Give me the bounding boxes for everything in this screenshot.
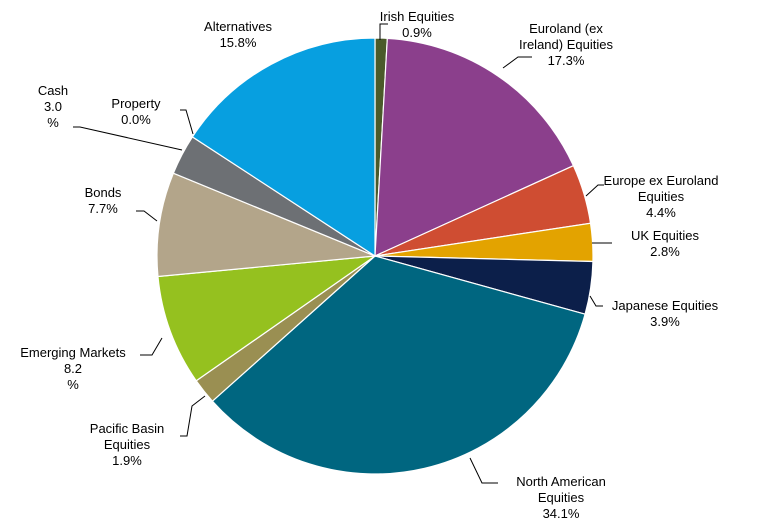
slice-label-line: % (67, 377, 79, 392)
pie-slice-euroland-ex-ireland-equities (374, 37, 575, 257)
slice-label-line: 1.9% (112, 453, 142, 468)
leader-line-irish-equities (379, 23, 388, 40)
slice-label-line: Emerging Markets (20, 345, 126, 360)
leader-line-cash (73, 126, 183, 151)
slice-label-line: 4.4% (646, 205, 676, 220)
pie-slice-emerging-markets (157, 255, 378, 382)
leader-line-emerging-markets (140, 337, 163, 356)
slice-label-europe-ex-euroland-equities: Europe ex Euroland Equities 4.4% (604, 173, 719, 220)
slice-label-line: 7.7% (88, 201, 118, 216)
slice-label-line: 2.8% (650, 244, 680, 259)
slice-label-line: Bonds (85, 185, 122, 200)
slice-label-line: 0.9% (402, 25, 432, 40)
leader-line-north-american-equities (469, 457, 498, 484)
slice-label-euroland-ex-ireland-equities: Euroland (ex Ireland) Equities 17.3% (519, 21, 613, 68)
slice-label-line: 34.1% (543, 506, 580, 521)
pie-slice-alternatives (191, 37, 376, 258)
slice-label-line: Property (111, 96, 161, 111)
slice-label-irish-equities: Irish Equities 0.9% (380, 9, 455, 40)
slice-label-line: Alternatives (204, 19, 272, 34)
slice-label-line: Pacific Basin (90, 421, 164, 436)
slice-label-property: Property 0.0% (111, 96, 161, 127)
slice-label-line: 0.0% (121, 112, 151, 127)
pie-slice-north-american-equities (211, 255, 586, 475)
slice-label-japanese-equities: Japanese Equities 3.9% (612, 298, 719, 329)
leader-line-pacific-basin-equities (180, 395, 206, 437)
slice-label-pacific-basin-equities: Pacific Basin Equities 1.9% (90, 421, 164, 468)
slice-label-line: Cash (38, 83, 68, 98)
slice-label-line: Equities (104, 437, 151, 452)
slice-label-line: % (47, 115, 59, 130)
leader-line-bonds (136, 210, 158, 222)
slice-label-bonds: Bonds 7.7% (85, 185, 122, 216)
slice-label-line: Equities (538, 490, 585, 505)
slice-label-line: Equities (638, 189, 685, 204)
leader-line-europe-ex-euroland-equities (585, 184, 604, 197)
slice-label-cash: Cash 3.0% (38, 83, 68, 130)
slice-label-north-american-equities: North American Equities 34.1% (516, 474, 606, 521)
slice-label-line: Irish Equities (380, 9, 455, 24)
leader-line-japanese-equities (589, 295, 603, 307)
slice-label-line: UK Equities (631, 228, 699, 243)
slice-label-alternatives: Alternatives 15.8% (204, 19, 272, 50)
slice-label-line: 17.3% (548, 53, 585, 68)
slice-label-line: Ireland) Equities (519, 37, 613, 52)
slice-label-line: Euroland (ex (529, 21, 603, 36)
slice-label-line: 3.0 (44, 99, 62, 114)
slice-label-line: 15.8% (220, 35, 257, 50)
slice-label-line: Japanese Equities (612, 298, 719, 313)
slice-label-line: Europe ex Euroland (604, 173, 719, 188)
pie-slice-bonds (156, 172, 376, 278)
leader-line-property (180, 109, 194, 135)
slice-label-uk-equities: UK Equities 2.8% (631, 228, 699, 259)
leader-line-euroland-ex-ireland-equities (502, 56, 532, 69)
slice-label-line: North American (516, 474, 606, 489)
slice-label-emerging-markets: Emerging Markets 8.2% (20, 345, 126, 392)
slice-label-line: 8.2 (64, 361, 82, 376)
slice-label-line: 3.9% (650, 314, 680, 329)
